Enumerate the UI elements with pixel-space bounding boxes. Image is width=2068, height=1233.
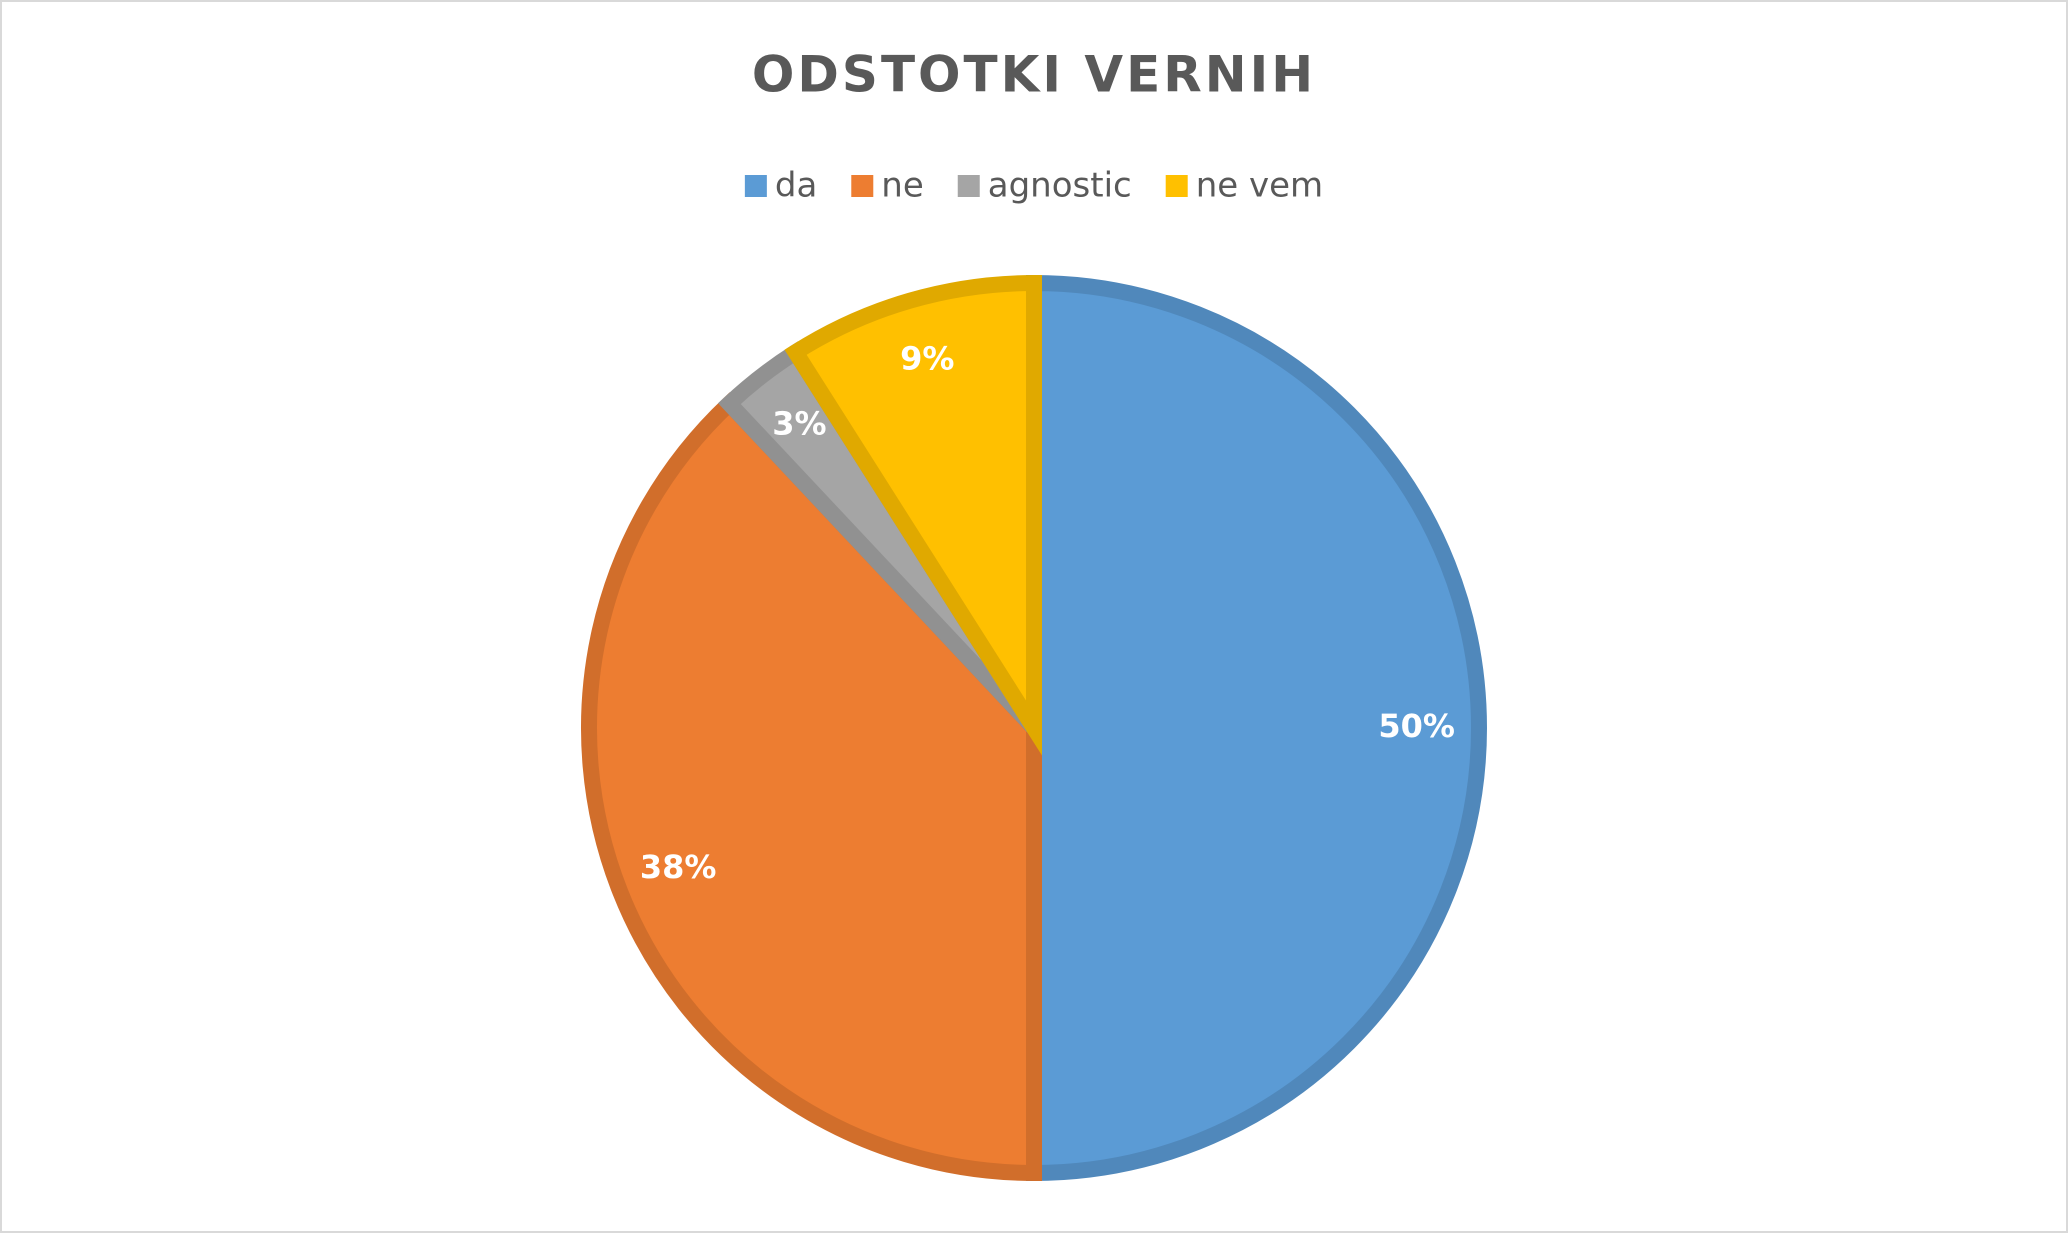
chart-title: ODSTOTKI VERNIH bbox=[752, 46, 1316, 104]
pie-slice bbox=[784, 274, 1042, 756]
legend-label: da bbox=[775, 166, 817, 206]
legend-swatch bbox=[1165, 175, 1188, 197]
legend-swatch bbox=[851, 175, 874, 197]
data-label: 9% bbox=[900, 339, 954, 377]
pie bbox=[581, 274, 1487, 1182]
pie-slice bbox=[1026, 274, 1487, 1182]
legend: da ne agnostic ne vem bbox=[744, 166, 1323, 206]
data-label: 3% bbox=[772, 405, 826, 443]
legend-swatch bbox=[744, 175, 767, 197]
legend-swatch bbox=[957, 175, 980, 197]
data-label: 38% bbox=[640, 848, 717, 886]
legend-label: ne vem bbox=[1196, 166, 1323, 206]
pie-slice bbox=[581, 392, 1042, 1182]
data-label: 50% bbox=[1378, 707, 1455, 745]
legend-label: ne bbox=[881, 166, 923, 206]
legend-label: agnostic bbox=[988, 166, 1132, 206]
data-labels: 50% 38% 3% 9% bbox=[640, 339, 1455, 885]
